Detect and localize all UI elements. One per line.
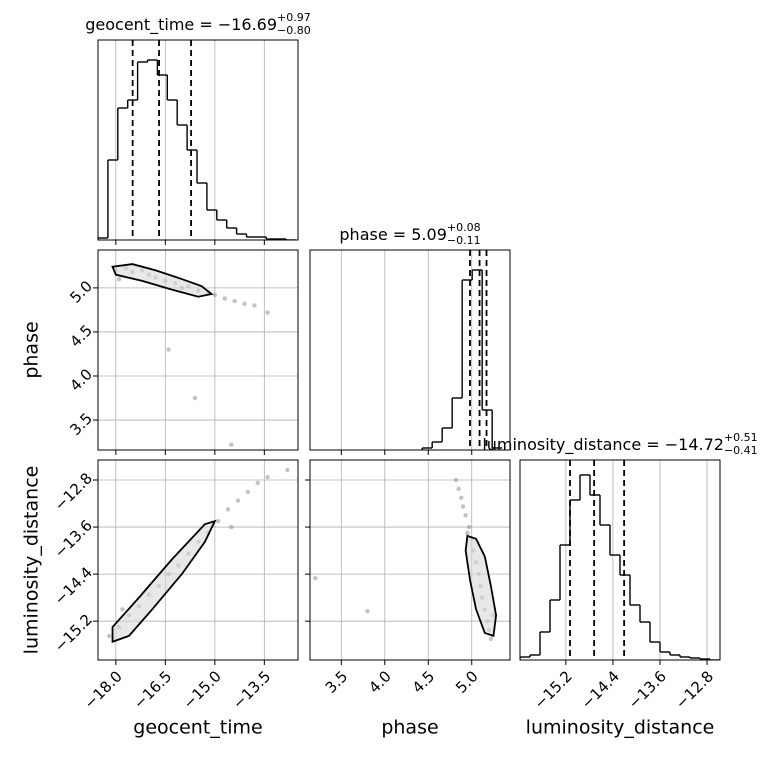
- sample-point: [466, 524, 472, 530]
- sample-point: [465, 530, 470, 536]
- y-axis-label: phase: [21, 321, 43, 378]
- panel-title: luminosity_distance = −14.72+0.51 −0.41: [482, 431, 757, 457]
- contour: [111, 519, 217, 644]
- title-upper: +0.08: [447, 221, 481, 234]
- plot-area: [107, 467, 290, 644]
- x-axis-label: luminosity_distance: [526, 717, 715, 739]
- sample-point: [242, 301, 247, 306]
- sample-point: [235, 498, 241, 503]
- plot-area: [520, 460, 720, 660]
- axes-frame: [97, 459, 299, 661]
- x-axis-label: phase: [381, 717, 438, 739]
- title-main: luminosity_distance = −14.72: [482, 435, 724, 455]
- sample-point: [212, 292, 218, 298]
- axes-frame: [97, 39, 299, 241]
- sample-point: [232, 298, 237, 304]
- axes-frame: [309, 249, 511, 451]
- sample-point: [255, 480, 260, 486]
- plot-area: [313, 477, 497, 642]
- axes-frame: [519, 459, 721, 661]
- sample-point: [463, 513, 468, 518]
- sample-point: [456, 486, 461, 492]
- title-upper: +0.97: [277, 11, 311, 24]
- title-main: phase = 5.09: [339, 225, 446, 244]
- plot-area: [422, 250, 502, 450]
- sample-point: [460, 504, 466, 509]
- plot-area: [98, 40, 296, 240]
- sample-point: [192, 395, 198, 401]
- contour: [464, 534, 497, 638]
- sample-point: [252, 303, 257, 308]
- contour: [111, 263, 214, 298]
- axes-frame: [97, 249, 299, 451]
- sample-point: [215, 518, 221, 524]
- plot-area: [111, 263, 270, 447]
- sample-point: [116, 276, 122, 282]
- y-axis-label: luminosity_distance: [21, 466, 43, 655]
- panel-title: geocent_time = −16.69+0.97 −0.80: [85, 11, 311, 37]
- sample-point: [225, 507, 231, 512]
- sample-point: [285, 467, 290, 473]
- sample-point: [120, 607, 125, 612]
- title-main: geocent_time = −16.69: [85, 15, 277, 35]
- x-axis-label: geocent_time: [133, 717, 262, 739]
- sample-point: [313, 576, 318, 581]
- sample-point: [453, 477, 459, 483]
- sample-point: [245, 489, 251, 494]
- title-lower: −0.11: [447, 234, 481, 247]
- sample-point: [229, 524, 234, 530]
- panel-title: phase = 5.09+0.08 −0.11: [339, 221, 480, 247]
- axes-frame: [309, 459, 511, 661]
- sample-point: [488, 636, 494, 642]
- title-lower: −0.80: [277, 24, 311, 37]
- title-lower: −0.41: [724, 444, 758, 457]
- sample-point: [166, 347, 171, 352]
- sample-point: [222, 296, 227, 301]
- sample-point: [229, 442, 234, 447]
- sample-point: [265, 474, 270, 480]
- sample-point: [265, 310, 270, 315]
- sample-point: [459, 495, 464, 500]
- sample-point: [107, 633, 112, 639]
- sample-point: [365, 608, 370, 614]
- title-upper: +0.51: [724, 431, 758, 444]
